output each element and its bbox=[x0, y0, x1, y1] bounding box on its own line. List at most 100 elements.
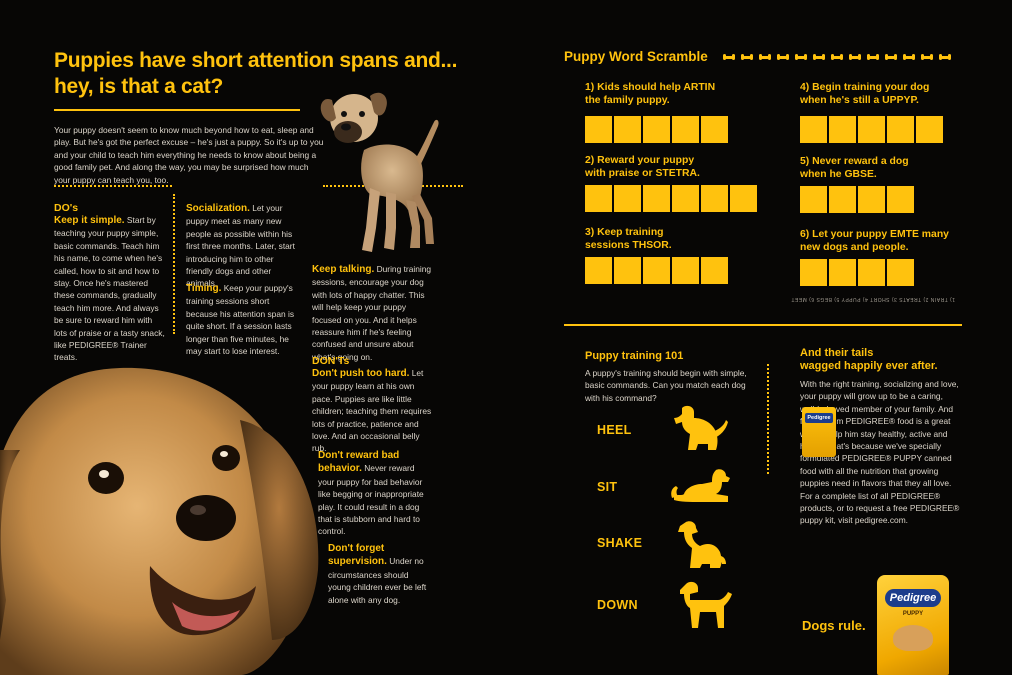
question-line-2: when he GBSE. bbox=[800, 169, 877, 180]
answer-boxes[interactable] bbox=[800, 186, 914, 213]
scramble-question-6: 6) Let your puppy EMTE many new dogs and… bbox=[800, 228, 949, 286]
keep-it-simple-text: Start by teaching your puppy simple, bas… bbox=[54, 215, 165, 363]
bone-icon bbox=[920, 54, 933, 61]
dont-push-lead: Don't push too hard. bbox=[312, 368, 410, 379]
bone-row bbox=[720, 49, 954, 64]
question-line-1: 6) Let your puppy EMTE many bbox=[800, 229, 949, 240]
dont-reward-paragraph: Don't reward bad behavior. Never reward … bbox=[318, 449, 430, 538]
letter-box[interactable] bbox=[730, 185, 757, 212]
letter-box[interactable] bbox=[800, 116, 827, 143]
headline-rule bbox=[54, 109, 300, 111]
letter-box[interactable] bbox=[672, 116, 699, 143]
command-sit[interactable]: SIT bbox=[597, 480, 618, 494]
bone-icon bbox=[848, 54, 861, 61]
bone-icon bbox=[902, 54, 915, 61]
dos-header: DO's bbox=[54, 202, 79, 214]
question-line-2: sessions THSOR. bbox=[585, 240, 672, 251]
bone-icon bbox=[758, 54, 771, 61]
letter-box[interactable] bbox=[614, 257, 641, 284]
bone-icon bbox=[884, 54, 897, 61]
question-line-1: 5) Never reward a dog bbox=[800, 156, 909, 167]
letter-box[interactable] bbox=[614, 185, 641, 212]
shake-dog-silhouette-icon[interactable] bbox=[672, 404, 728, 454]
answer-boxes[interactable] bbox=[800, 116, 943, 143]
keep-it-simple-lead: Keep it simple. bbox=[54, 215, 125, 226]
tails-title-line-2: wagged happily ever after. bbox=[800, 360, 938, 372]
letter-box[interactable] bbox=[585, 257, 612, 284]
letter-box[interactable] bbox=[800, 259, 827, 286]
command-shake[interactable]: SHAKE bbox=[597, 536, 643, 550]
right-page-rule bbox=[564, 324, 962, 326]
tails-title: And their tails wagged happily ever afte… bbox=[800, 347, 938, 373]
letter-box[interactable] bbox=[829, 259, 856, 286]
letter-box[interactable] bbox=[858, 259, 885, 286]
question-line-1: 4) Begin training your dog bbox=[800, 82, 930, 93]
answer-boxes[interactable] bbox=[585, 185, 757, 212]
letter-box[interactable] bbox=[643, 185, 670, 212]
scramble-title: Puppy Word Scramble bbox=[564, 49, 954, 64]
keep-it-simple-paragraph: Keep it simple. Start by teaching your p… bbox=[54, 214, 166, 364]
dont-forget-text: Under no circumstances should young chil… bbox=[328, 556, 427, 605]
letter-box[interactable] bbox=[887, 259, 914, 286]
letter-box[interactable] bbox=[672, 185, 699, 212]
bone-icon bbox=[866, 54, 879, 61]
letter-box[interactable] bbox=[701, 185, 728, 212]
column-divider bbox=[173, 194, 175, 334]
pedigree-can-image: Pedigree bbox=[802, 407, 836, 457]
answer-boxes[interactable] bbox=[800, 259, 949, 286]
socialization-text: Let your puppy meet as many new people a… bbox=[186, 203, 295, 289]
letter-box[interactable] bbox=[643, 257, 670, 284]
question-line-2: the family puppy. bbox=[585, 95, 670, 106]
right-column-divider bbox=[767, 364, 769, 474]
question-line-1: 3) Keep training bbox=[585, 227, 664, 238]
sit-dog-silhouette-icon[interactable] bbox=[678, 520, 728, 570]
letter-box[interactable] bbox=[643, 116, 670, 143]
timing-text: Keep your puppy's training sessions shor… bbox=[186, 283, 295, 357]
training101-title: Puppy training 101 bbox=[585, 350, 684, 362]
training101-text: A puppy's training should begin with sim… bbox=[585, 368, 747, 403]
question-line-2: when he's still a UPPYP. bbox=[800, 95, 919, 106]
letter-box[interactable] bbox=[701, 116, 728, 143]
scramble-question-3: 3) Keep training sessions THSOR. bbox=[585, 226, 728, 284]
keep-talking-lead: Keep talking. bbox=[312, 264, 375, 275]
letter-box[interactable] bbox=[916, 116, 943, 143]
letter-box[interactable] bbox=[829, 186, 856, 213]
dont-push-paragraph: Don't push too hard. Let your puppy lear… bbox=[312, 367, 432, 455]
letter-box[interactable] bbox=[672, 257, 699, 284]
letter-box[interactable] bbox=[887, 186, 914, 213]
question-line-2: new dogs and people. bbox=[800, 242, 909, 253]
question-line-1: 1) Kids should help ARTIN bbox=[585, 82, 716, 93]
letter-box[interactable] bbox=[800, 186, 827, 213]
letter-box[interactable] bbox=[858, 116, 885, 143]
dont-reward-lead: Don't reward bad behavior. bbox=[318, 450, 400, 475]
headline-line-2: hey, is that a cat? bbox=[54, 75, 223, 98]
letter-box[interactable] bbox=[585, 116, 612, 143]
heel-dog-silhouette-icon[interactable] bbox=[680, 580, 734, 630]
bone-icon bbox=[776, 54, 789, 61]
question-line-2: with praise or STETRA. bbox=[585, 168, 700, 179]
letter-box[interactable] bbox=[701, 257, 728, 284]
scramble-question-5: 5) Never reward a dog when he GBSE. bbox=[800, 155, 914, 213]
tails-title-line-1: And their tails bbox=[800, 347, 874, 359]
golden-puppy-photo bbox=[0, 367, 319, 675]
scramble-title-text: Puppy Word Scramble bbox=[564, 49, 708, 64]
dont-forget-lead: Don't forget supervision. bbox=[328, 543, 387, 568]
dont-forget-paragraph: Don't forget supervision. Under no circu… bbox=[328, 542, 430, 606]
bone-icon bbox=[830, 54, 843, 61]
timing-lead: Timing. bbox=[186, 283, 222, 294]
scramble-question-1: 1) Kids should help ARTIN the family pup… bbox=[585, 81, 728, 143]
down-dog-silhouette-icon[interactable] bbox=[670, 468, 734, 506]
letter-box[interactable] bbox=[858, 186, 885, 213]
bone-icon bbox=[812, 54, 825, 61]
letter-box[interactable] bbox=[829, 116, 856, 143]
answer-boxes[interactable] bbox=[585, 257, 728, 284]
bag-logo: Pedigree bbox=[885, 589, 941, 607]
letter-box[interactable] bbox=[887, 116, 914, 143]
letter-box[interactable] bbox=[585, 185, 612, 212]
scramble-question-4: 4) Begin training your dog when he's sti… bbox=[800, 81, 943, 143]
command-heel[interactable]: HEEL bbox=[597, 423, 632, 437]
command-down[interactable]: DOWN bbox=[597, 598, 638, 612]
letter-box[interactable] bbox=[614, 116, 641, 143]
answer-boxes[interactable] bbox=[585, 116, 728, 143]
